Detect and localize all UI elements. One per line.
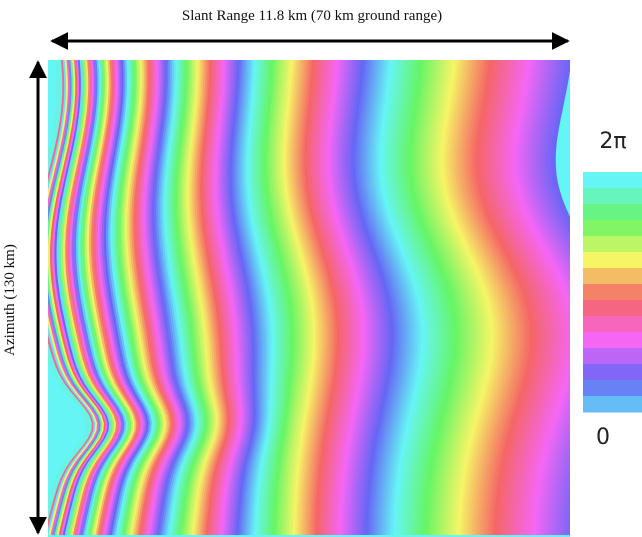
colorbar-step — [583, 188, 642, 205]
colorbar-step — [583, 252, 642, 269]
range-label: Slant Range 11.8 km (70 km ground range) — [182, 8, 442, 24]
colorbar-step — [583, 172, 642, 189]
colorbar-step — [583, 300, 642, 317]
colorbar-step — [583, 268, 642, 285]
colorbar-step — [583, 364, 642, 381]
colorbar-step — [583, 396, 642, 413]
colorbar-step — [583, 284, 642, 301]
colorbar-step — [583, 236, 642, 253]
colorbar-min-label: 0 — [596, 425, 610, 450]
figure: Slant Range 11.8 km (70 km ground range)… — [0, 0, 642, 537]
colorbar-step — [583, 204, 642, 221]
colorbar-step — [583, 332, 642, 349]
colorbar-step — [583, 380, 642, 397]
interferogram — [30, 55, 618, 537]
colorbar-step — [583, 348, 642, 365]
colorbar-step — [583, 316, 642, 333]
colorbar-step — [583, 220, 642, 237]
colorbar — [583, 172, 642, 413]
colorbar-max-label: 2π — [599, 129, 626, 154]
azimuth-label: Azimuth (130 km) — [2, 244, 18, 356]
